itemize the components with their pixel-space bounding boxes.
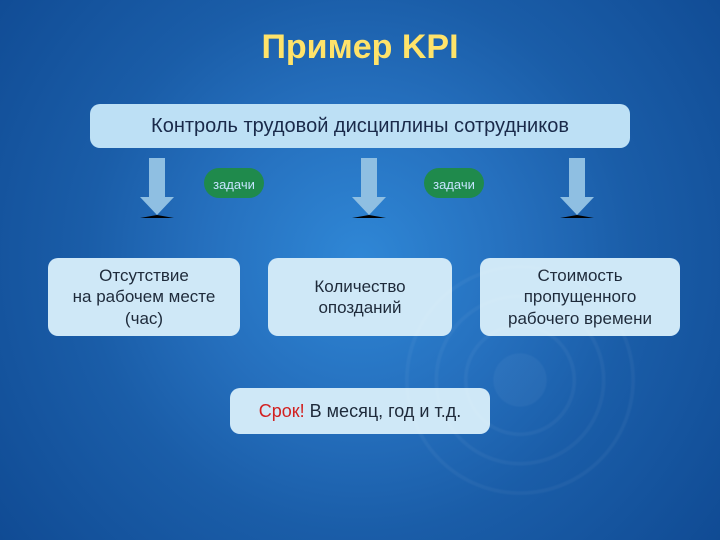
arrow-head — [140, 197, 174, 218]
kpi-box: Стоимостьпропущенногорабочего времени — [480, 258, 680, 336]
tasks-pill: задачи — [204, 168, 264, 198]
down-arrow — [352, 158, 386, 218]
arrow-shaft — [149, 158, 165, 200]
main-topic-box: Контроль трудовой дисциплины сотрудников — [90, 104, 630, 148]
deadline-text: Срок! В месяц, год и т.д. — [259, 400, 461, 423]
arrow-head — [352, 197, 386, 218]
slide-title: Пример KPI — [0, 28, 720, 67]
arrow-shaft — [361, 158, 377, 200]
kpi-box-text: Количествоопозданий — [314, 276, 405, 319]
kpi-box-text: Стоимостьпропущенногорабочего времени — [508, 265, 652, 329]
kpi-box: Отсутствиена рабочем месте(час) — [48, 258, 240, 336]
tasks-pill: задачи — [424, 168, 484, 198]
main-topic-text: Контроль трудовой дисциплины сотрудников — [151, 114, 569, 139]
slide: Пример KPI Контроль трудовой дисциплины … — [0, 0, 720, 540]
deadline-rest: В месяц, год и т.д. — [305, 401, 462, 421]
deadline-highlight: Срок! — [259, 401, 305, 421]
down-arrow — [140, 158, 174, 218]
down-arrow — [560, 158, 594, 218]
tasks-pill-label: задачи — [213, 178, 255, 191]
tasks-pill-label: задачи — [433, 178, 475, 191]
kpi-box-text: Отсутствиена рабочем месте(час) — [73, 265, 216, 329]
kpi-box: Количествоопозданий — [268, 258, 452, 336]
arrow-shaft — [569, 158, 585, 200]
deadline-box: Срок! В месяц, год и т.д. — [230, 388, 490, 434]
arrow-head — [560, 197, 594, 218]
